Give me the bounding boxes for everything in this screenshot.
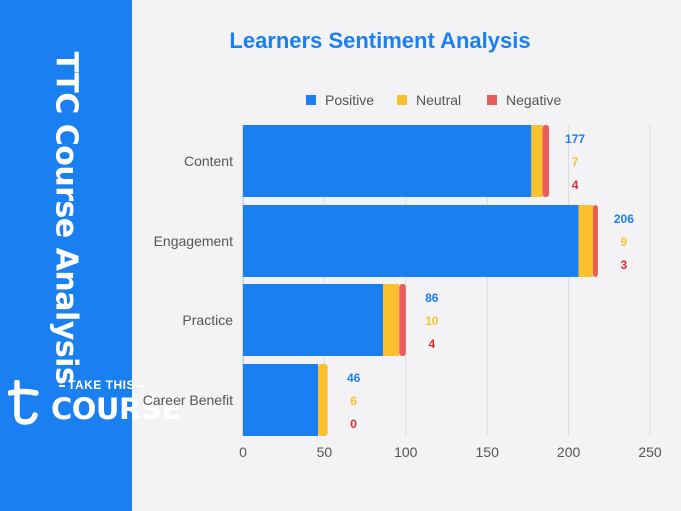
x-tick-label: 200 [557, 444, 581, 460]
x-tick-label: 50 [317, 444, 333, 460]
data-labels: 177 7 4 206 9 3 86 10 4 46 6 0 [347, 132, 634, 431]
x-tick-label: 100 [394, 444, 418, 460]
bar-segment-negative [542, 125, 550, 197]
logo-top-text: TAKE THIS [56, 378, 147, 392]
data-label-neutral: 6 [350, 394, 357, 408]
bar-segment-negative [593, 205, 598, 277]
legend-swatch [487, 95, 497, 105]
x-axis-ticks: 0 50 100 150 200 250 [239, 444, 662, 460]
legend-swatch [397, 95, 407, 105]
x-tick-label: 250 [638, 444, 662, 460]
data-label-negative: 4 [428, 337, 435, 351]
x-tick-label: 150 [476, 444, 500, 460]
bar-segment-negative [399, 284, 406, 356]
bar-segment-positive [243, 364, 318, 436]
bar-segment-neutral [317, 364, 328, 436]
bar-segment-neutral [578, 205, 594, 277]
data-label-negative: 4 [572, 178, 579, 192]
x-tick-label: 0 [239, 444, 247, 460]
category-label: Engagement [154, 233, 234, 249]
data-label-neutral: 9 [621, 235, 628, 249]
logo-t-mark-icon [8, 380, 39, 425]
category-label: Practice [182, 312, 233, 328]
chart-title: Learners Sentiment Analysis [229, 28, 530, 53]
logo-bottom-text: COURSE [51, 392, 181, 426]
legend-label: Negative [506, 92, 561, 108]
data-label-neutral: 7 [572, 155, 579, 169]
vertical-title: TTC Course Analysis [48, 51, 84, 385]
legend: Positive Neutral Negative [306, 92, 561, 108]
data-label-positive: 177 [565, 132, 585, 146]
legend-label: Positive [325, 92, 374, 108]
sentiment-chart: Learners Sentiment Analysis Positive Neut… [143, 28, 662, 460]
side-panel: TTC Course Analysis TAKE THIS COURSE [0, 0, 181, 511]
take-this-course-logo: TAKE THIS COURSE [8, 376, 181, 436]
category-label: Career Benefit [143, 392, 233, 408]
bars [243, 125, 598, 436]
bar-segment-positive [243, 205, 579, 277]
data-label-positive: 46 [347, 371, 361, 385]
category-labels: Content Engagement Practice Career Benefit [143, 153, 233, 408]
legend-label: Neutral [416, 92, 461, 108]
bar-segment-positive [243, 284, 384, 356]
legend-swatch [306, 95, 316, 105]
bar-segment-neutral [531, 125, 543, 197]
data-label-positive: 86 [425, 291, 439, 305]
bar-segment-positive [243, 125, 532, 197]
data-label-negative: 0 [350, 417, 357, 431]
data-label-positive: 206 [614, 212, 634, 226]
data-label-neutral: 10 [425, 314, 439, 328]
bar-segment-neutral [383, 284, 400, 356]
data-label-negative: 3 [621, 258, 628, 272]
category-label: Content [184, 153, 233, 169]
